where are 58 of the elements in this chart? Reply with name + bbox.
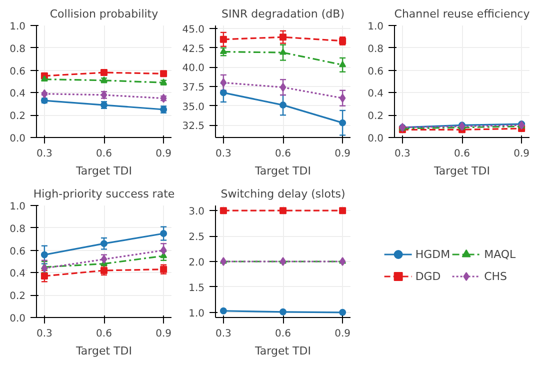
y-tick-label: 45.0 — [182, 24, 204, 36]
x-tick-label: 0.9 — [514, 148, 530, 160]
x-tick-label: 0.3 — [215, 148, 232, 160]
y-tick-label: 2.5 — [188, 232, 205, 244]
x-tick-label: 0.3 — [215, 328, 232, 340]
x-tick-label: 0.9 — [334, 328, 351, 340]
x-axis-title: Target TDI — [254, 164, 311, 178]
y-tick-label: 0.0 — [10, 314, 26, 324]
y-tick-label: 0.4 — [368, 88, 384, 100]
chart-title: Switching delay (slots) — [220, 188, 346, 200]
legend-label: MAQL — [484, 248, 516, 260]
y-tick-label: 0.8 — [10, 224, 26, 235]
y-tick-label: 32.5 — [182, 121, 204, 132]
x-tick-label: 0.6 — [96, 328, 112, 340]
legend-label: HGDM — [415, 248, 450, 260]
y-tick-label: 0.6 — [368, 66, 384, 78]
legend-label: DGD — [415, 270, 441, 282]
x-tick-label: 0.3 — [394, 148, 410, 160]
y-tick-label: 35.0 — [182, 102, 204, 113]
x-axis-title: Target TDI — [75, 344, 132, 358]
x-axis-title: Target TDI — [254, 344, 311, 358]
y-tick-label: 0.2 — [10, 291, 26, 302]
chart-title: High-priority success rate — [33, 188, 175, 200]
x-tick-label: 0.9 — [156, 148, 172, 160]
chart-title: Collision probability — [50, 8, 159, 20]
x-tick-label: 0.6 — [275, 148, 291, 160]
x-tick-label: 0.9 — [334, 148, 351, 160]
x-axis-title: Target TDI — [433, 164, 490, 178]
y-tick-label: 0.4 — [10, 268, 26, 280]
x-tick-label: 0.9 — [156, 328, 172, 340]
x-axis-title: Target TDI — [75, 164, 132, 178]
y-tick-label: 37.5 — [182, 82, 204, 94]
y-tick-label: 3.0 — [188, 206, 205, 218]
y-tick-label: 1.0 — [368, 22, 384, 32]
x-tick-label: 0.6 — [96, 148, 112, 160]
legend-label: CHS — [484, 270, 508, 282]
chart-title: SINR degradation (dB) — [222, 8, 345, 20]
y-tick-label: 2.0 — [188, 258, 205, 268]
y-tick-label: 1.0 — [10, 22, 26, 32]
x-tick-label: 0.6 — [454, 148, 470, 160]
y-tick-label: 0.2 — [10, 111, 26, 122]
y-tick-label: 0.0 — [368, 134, 384, 144]
y-tick-label: 0.4 — [10, 88, 26, 100]
y-tick-label: 1.5 — [188, 282, 205, 294]
y-tick-label: 1.0 — [188, 308, 205, 320]
chart-title: Channel reuse efficiency — [394, 8, 530, 20]
y-tick-label: 0.6 — [10, 66, 26, 78]
x-tick-label: 0.3 — [36, 328, 52, 340]
y-tick-label: 0.8 — [368, 44, 384, 55]
y-tick-label: 0.2 — [368, 111, 384, 122]
y-tick-label: 0.0 — [10, 134, 26, 144]
y-tick-label: 0.8 — [10, 44, 26, 55]
y-tick-label: 0.6 — [10, 246, 26, 258]
y-tick-label: 1.0 — [10, 202, 26, 212]
y-tick-label: 40.0 — [182, 63, 204, 74]
y-tick-label: 42.5 — [182, 44, 204, 55]
x-tick-label: 0.3 — [36, 148, 52, 160]
x-tick-label: 0.6 — [275, 328, 291, 340]
